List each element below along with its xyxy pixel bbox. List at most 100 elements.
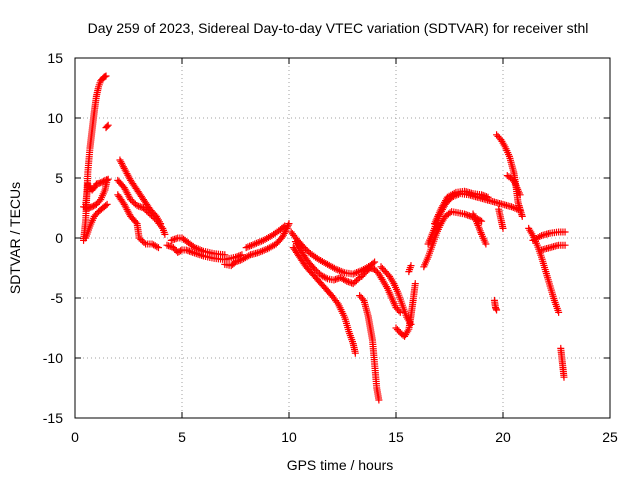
data-point — [128, 197, 136, 205]
data-point — [137, 236, 145, 243]
data-point — [337, 267, 345, 275]
data-point — [349, 270, 357, 278]
series-arc-7 — [114, 176, 169, 238]
data-point — [518, 212, 526, 220]
data-point — [245, 252, 253, 260]
y-tick-label: -10 — [43, 350, 63, 366]
series-arc-19 — [392, 280, 419, 340]
data-point — [302, 245, 310, 253]
data-point — [279, 223, 287, 231]
data-point — [193, 244, 201, 252]
data-point — [280, 229, 288, 237]
data-point — [117, 158, 125, 166]
data-point — [95, 197, 103, 205]
series-arc-11 — [221, 220, 293, 270]
series-arc-30 — [529, 228, 569, 244]
series-arc-32 — [557, 344, 568, 381]
y-tick-label: 10 — [47, 110, 63, 126]
data-point — [375, 396, 383, 404]
data-point — [161, 230, 169, 238]
data-point — [146, 210, 154, 218]
data-point — [104, 121, 112, 129]
data-point — [244, 243, 252, 251]
data-point — [284, 221, 292, 229]
data-point — [334, 266, 342, 274]
data-point — [157, 223, 165, 231]
data-point — [511, 204, 519, 212]
y-tick-label: 5 — [55, 170, 63, 186]
x-tick-label: 20 — [495, 429, 511, 445]
data-point — [148, 212, 156, 219]
x-tick-label: 0 — [71, 429, 79, 445]
data-point — [119, 161, 127, 169]
data-point — [499, 224, 507, 232]
series-arc-9 — [163, 241, 246, 264]
data-point — [351, 269, 359, 277]
data-point — [149, 213, 157, 221]
data-point — [102, 202, 110, 210]
y-tick-label: 15 — [47, 50, 63, 66]
data-point — [339, 268, 347, 276]
series-arc-28 — [490, 296, 501, 314]
data-point — [336, 267, 344, 275]
series-arc-3 — [80, 176, 111, 212]
x-tick-label: 5 — [178, 429, 186, 445]
chart-title: Day 259 of 2023, Sidereal Day-to-day VTE… — [88, 20, 589, 36]
data-point — [560, 373, 568, 381]
data-point — [135, 234, 143, 242]
data-point — [262, 246, 270, 254]
data-point — [256, 238, 264, 246]
data-point — [104, 175, 112, 183]
data-point — [116, 156, 124, 164]
series-arc-24 — [469, 210, 490, 248]
series-arc-31 — [538, 241, 569, 254]
data-point — [153, 243, 161, 251]
x-tick-label: 10 — [281, 429, 297, 445]
data-point — [407, 262, 415, 270]
data-point — [509, 204, 517, 212]
data-point — [411, 280, 419, 288]
series-arc-5 — [102, 121, 112, 132]
series-arc-26 — [495, 205, 507, 232]
data-point — [351, 278, 359, 286]
series-arc-20 — [405, 262, 415, 276]
data-point — [252, 239, 260, 247]
data-point — [536, 233, 544, 241]
x-tick-label: 25 — [602, 429, 618, 445]
data-point — [484, 193, 492, 201]
y-tick-label: -15 — [43, 410, 63, 426]
data-point — [311, 265, 319, 273]
data-points — [80, 72, 569, 404]
data-point — [561, 228, 569, 236]
data-point — [103, 200, 111, 208]
data-point — [249, 241, 257, 249]
data-point — [130, 199, 138, 207]
data-point — [341, 276, 349, 284]
data-point — [194, 245, 202, 253]
series-arc-23 — [431, 187, 492, 228]
data-point — [371, 258, 379, 266]
data-point — [349, 280, 357, 288]
series-arc-27 — [503, 172, 524, 199]
data-point — [351, 349, 359, 357]
series-arc-25 — [493, 131, 526, 220]
data-point — [322, 274, 330, 282]
data-point — [561, 241, 569, 249]
data-point — [127, 196, 135, 204]
data-point — [254, 239, 262, 247]
axis-ticks: 0 5 10 15 20 25 -15 -10 -5 0 5 10 15 — [43, 50, 618, 445]
data-point — [246, 242, 254, 250]
y-tick-label: 0 — [55, 230, 63, 246]
series-arc-16 — [356, 292, 383, 404]
data-point — [143, 207, 151, 215]
data-point — [260, 246, 268, 254]
data-point — [144, 209, 152, 216]
data-point — [198, 246, 206, 254]
data-point — [555, 308, 563, 316]
data-point — [103, 122, 111, 130]
data-point — [118, 159, 126, 167]
y-axis-label: SDTVAR / TECUs — [7, 182, 23, 294]
data-point — [396, 308, 404, 316]
